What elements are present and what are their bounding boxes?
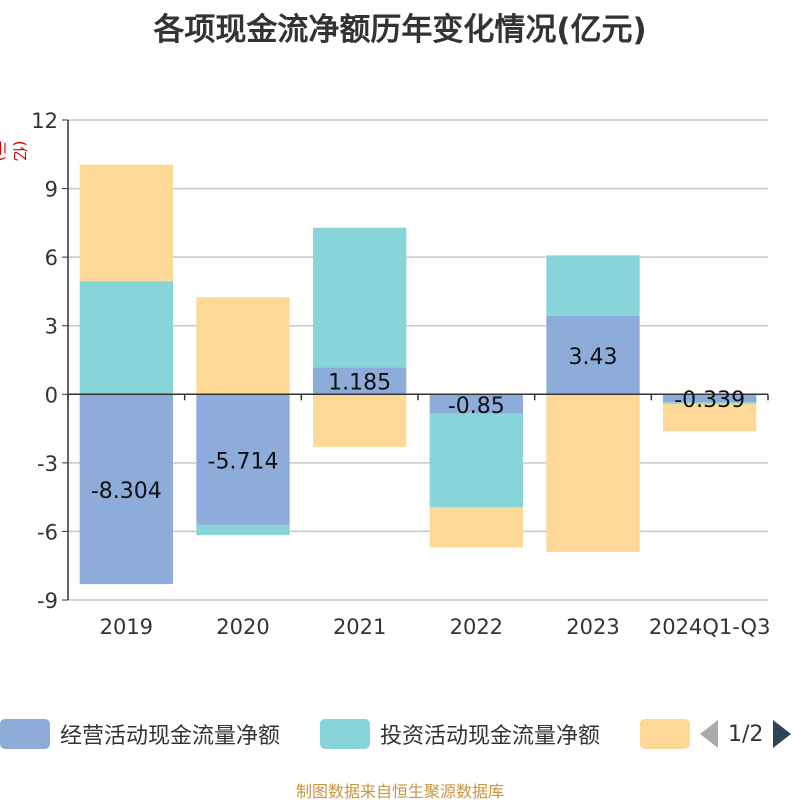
data-label-2022: -0.85 (448, 394, 505, 419)
data-label-2021: 1.185 (328, 371, 391, 396)
bar-series2-2021 (313, 394, 407, 447)
pager-prev-icon[interactable] (700, 720, 718, 748)
legend: 经营活动现金流量净额 投资活动现金流量净额 1/2 (0, 714, 800, 754)
bar-series2-2020 (196, 297, 290, 395)
chart-title: 各项现金流净额历年变化情况(亿元) (153, 12, 647, 48)
bar-series1-2020 (196, 524, 290, 536)
y-tick-label: -3 (37, 452, 58, 476)
bar-series0-2024Q1-Q3 (663, 394, 757, 403)
bar-series0-2020 (196, 394, 290, 525)
legend-swatch-investing (320, 719, 370, 749)
legend-label-investing: 投资活动现金流量净额 (380, 724, 601, 749)
bar-series2-2023 (546, 394, 640, 552)
bar-series2-2024Q1-Q3 (663, 403, 757, 432)
data-label-2020: -5.714 (208, 450, 279, 475)
legend-label-operating: 经营活动现金流量净额 (60, 724, 281, 749)
legend-item-financing[interactable] (640, 714, 690, 754)
legend-pager: 1/2 (700, 714, 792, 754)
y-tick-label: 6 (45, 246, 58, 270)
bar-series1-2022 (429, 413, 523, 508)
bar-series0-2022 (429, 394, 523, 414)
x-tick-label-2022: 2022 (450, 615, 503, 639)
bar-series1-2024Q1-Q3 (663, 402, 757, 404)
source-note: 制图数据来自恒生聚源数据库 (295, 782, 504, 801)
y-tick-label: 3 (45, 315, 58, 339)
legend-item-investing[interactable]: 投资活动现金流量净额 (320, 714, 600, 754)
pager-next-icon[interactable] (773, 720, 792, 748)
y-tick-label: -9 (37, 589, 58, 613)
bar-series0-2023 (546, 315, 640, 395)
y-tick-label: 9 (45, 178, 58, 202)
x-tick-label-2021: 2021 (333, 615, 386, 639)
bar-series1-2021 (313, 227, 407, 368)
legend-item-operating[interactable]: 经营活动现金流量净额 (0, 714, 280, 754)
bar-series2-2019 (79, 164, 173, 282)
legend-swatch-financing (640, 719, 690, 749)
bar-series1-2019 (79, 281, 173, 395)
data-label-2024Q1-Q3: -0.339 (674, 388, 745, 413)
x-tick-label-2023: 2023 (566, 615, 619, 639)
x-tick-label-2020: 2020 (216, 615, 269, 639)
y-tick-label: -6 (37, 520, 58, 544)
y-tick-label: 0 (45, 383, 58, 407)
pager-page-text: 1/2 (728, 721, 764, 747)
bar-series0-2019 (79, 394, 173, 585)
x-tick-label-2024Q1-Q3: 2024Q1-Q3 (649, 615, 771, 639)
data-label-2019: -8.304 (91, 479, 162, 504)
bar-series2-2022 (429, 507, 523, 548)
bar-series1-2023 (546, 255, 640, 316)
y-tick-label: 12 (31, 109, 58, 133)
bar-series0-2021 (313, 367, 407, 395)
x-tick-label-2019: 2019 (100, 615, 153, 639)
data-label-2023: 3.43 (569, 345, 618, 370)
legend-swatch-operating (0, 719, 50, 749)
